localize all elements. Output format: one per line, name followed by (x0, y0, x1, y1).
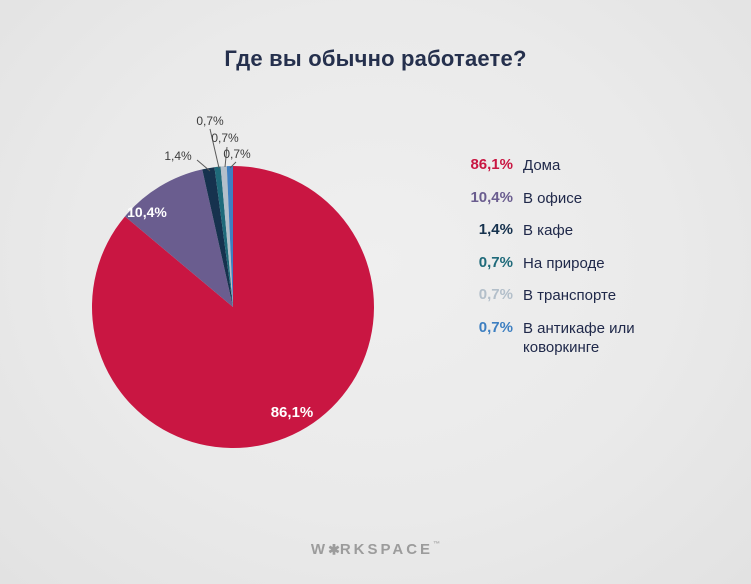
pie-slice (91, 166, 374, 449)
workspace-logo-star-icon: ✱ (328, 541, 340, 558)
legend-label: На природе (523, 254, 605, 272)
legend-row-cafe: 1,4% В кафе (458, 221, 708, 241)
legend-label: В офисе (523, 189, 583, 207)
legend-label: Дома (523, 157, 561, 174)
legend-row-transport: 0,7% В транспорте (458, 286, 708, 306)
leader-line-transport (224, 146, 228, 168)
pie-label-home: 86,1% (270, 404, 314, 421)
leader-lines (196, 128, 237, 172)
legend-percent: 0,7% (478, 286, 513, 303)
pie-label-cafe: 1,4% (164, 149, 192, 163)
leader-line-anticafe (229, 161, 237, 169)
legend-label: В транспорте (523, 287, 617, 304)
pie-label-nature: 0,7% (196, 114, 224, 128)
pie-slice (226, 166, 233, 307)
leader-line-cafe (196, 159, 211, 172)
legend-percent: 0,7% (478, 318, 513, 336)
legend-percent: 10,4% (470, 188, 513, 206)
legend-row-anticafe: 0,7% В антикафе или коворкинге (458, 319, 708, 358)
workspace-logo-text-pre: W (310, 541, 329, 558)
leader-line-nature (209, 128, 220, 169)
legend-label: В кафе (523, 222, 574, 239)
pie-slice (220, 166, 233, 307)
legend-percent: 1,4% (478, 221, 513, 238)
workspace-logo-text-rest: RKSPACE (339, 541, 434, 558)
legend-row-office: 10,4% В офисе (458, 189, 708, 209)
pie-slices (91, 166, 374, 449)
legend-row-home: 86,1% Дома (458, 156, 708, 176)
pie-slice (202, 167, 233, 307)
legend-percent: 86,1% (470, 156, 513, 173)
pie-slice (124, 169, 233, 307)
pie-label-office: 10,4% (127, 204, 167, 220)
legend-percent: 0,7% (478, 253, 513, 271)
pie-slice (214, 166, 233, 307)
chart-title: Где вы обычно работаете? (224, 46, 527, 71)
pie-label-transport: 0,7% (211, 131, 239, 145)
legend: 86,1% Дома 10,4% В офисе 1,4% В кафе 0,7… (458, 156, 708, 371)
pie-label-anticafe: 0,7% (223, 147, 251, 161)
legend-label: В антикафе или коворкинге (523, 319, 635, 357)
workspace-logo: W✱RKSPACE™ (0, 541, 751, 558)
workspace-logo-tm: ™ (433, 541, 441, 548)
legend-row-nature: 0,7% На природе (458, 254, 708, 274)
